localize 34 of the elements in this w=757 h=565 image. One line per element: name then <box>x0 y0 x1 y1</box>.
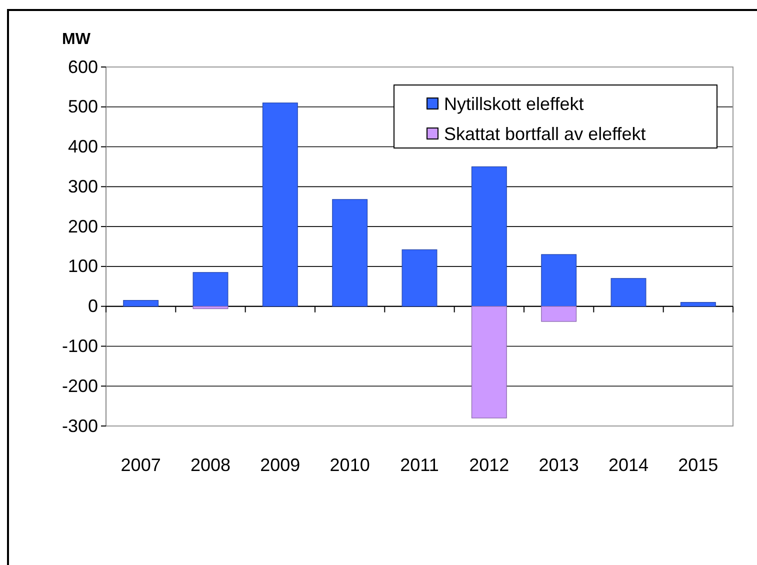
bar <box>541 254 577 307</box>
x-tick-label: 2010 <box>330 455 370 475</box>
bar <box>332 199 368 307</box>
bar <box>541 306 577 322</box>
x-tick-label: 2009 <box>260 455 300 475</box>
y-tick-label: 200 <box>68 216 98 236</box>
y-axis-title: MW <box>62 31 92 48</box>
bar <box>192 272 228 307</box>
legend-label: Skattat bortfall av eleffekt <box>444 124 646 144</box>
x-tick-label: 2008 <box>190 455 231 475</box>
bar <box>610 278 646 307</box>
y-tick-label: 500 <box>68 96 98 117</box>
x-tick-label: 2013 <box>538 455 579 475</box>
y-tick-label: 0 <box>88 296 98 316</box>
legend-label: Nytillskott eleffekt <box>444 94 584 114</box>
x-tick-label: 2015 <box>678 455 718 475</box>
bar <box>471 306 507 418</box>
y-tick-label: 600 <box>68 56 98 77</box>
y-tick-label: -300 <box>62 416 98 436</box>
x-tick-label: 2007 <box>120 455 161 475</box>
y-tick-label: 400 <box>68 136 98 157</box>
bar <box>192 306 228 310</box>
y-tick-label: -200 <box>62 376 98 396</box>
x-tick-label: 2014 <box>608 455 649 475</box>
bar <box>402 249 438 307</box>
x-tick-label: 2012 <box>469 455 510 475</box>
y-tick-label: 300 <box>68 176 98 196</box>
bar <box>262 102 298 307</box>
bar <box>680 302 716 307</box>
x-tick-label: 2011 <box>400 455 439 475</box>
bar <box>471 166 507 307</box>
bar <box>123 300 159 307</box>
y-tick-label: 100 <box>68 256 98 276</box>
y-tick-label: -100 <box>62 336 98 356</box>
